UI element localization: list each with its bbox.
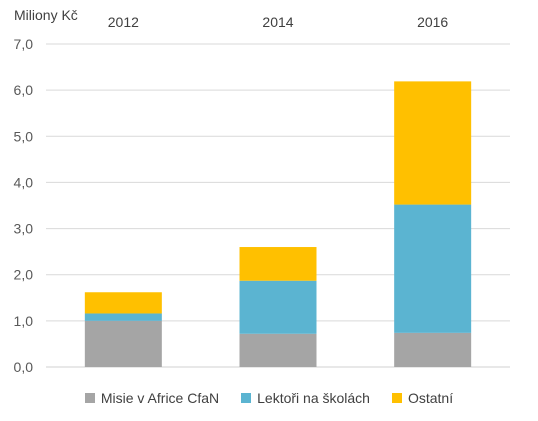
bar-segment-ostatni-2012 <box>84 292 162 314</box>
legend: Misie v Africe CfaN Lektoři na školách O… <box>0 388 538 408</box>
y-axis-ticks: 0,0 1,0 2,0 3,0 4,0 5,0 6,0 7,0 <box>14 36 34 375</box>
y-tick-label: 3,0 <box>14 221 34 237</box>
category-label: 2016 <box>417 14 448 30</box>
legend-swatch-lektori <box>241 393 252 403</box>
bars <box>84 81 472 367</box>
y-axis-unit-label: Miliony Kč <box>14 7 78 23</box>
y-tick-label: 0,0 <box>14 359 34 375</box>
y-tick-label: 6,0 <box>14 82 34 98</box>
category-labels: 2012 2014 2016 <box>108 14 449 30</box>
bar-segment-ostatni-2016 <box>394 81 472 205</box>
legend-item-misie: Misie v Africe CfaN <box>84 390 220 406</box>
y-tick-label: 2,0 <box>14 267 34 283</box>
legend-item-lektori: Lektoři na školách <box>241 390 370 406</box>
legend-item-ostatni: Ostatní <box>391 390 454 406</box>
bar-segment-misie-2012 <box>84 320 162 367</box>
legend-swatch-ostatni <box>391 393 402 403</box>
bar-segment-lektori-2014 <box>239 280 317 334</box>
legend-label-misie: Misie v Africe CfaN <box>100 390 220 406</box>
bar-segment-misie-2016 <box>394 332 472 367</box>
y-tick-label: 7,0 <box>14 36 34 52</box>
legend-swatch-misie <box>84 393 95 403</box>
category-label: 2014 <box>262 14 293 30</box>
y-tick-label: 4,0 <box>14 174 34 190</box>
bar-segment-ostatni-2014 <box>239 247 317 281</box>
bar-segment-lektori-2016 <box>394 204 472 333</box>
legend-label-ostatni: Ostatní <box>407 390 454 406</box>
category-label: 2012 <box>108 14 139 30</box>
legend-label-lektori: Lektoři na školách <box>257 390 370 406</box>
y-tick-label: 1,0 <box>14 313 34 329</box>
bar-segment-misie-2014 <box>239 333 317 367</box>
y-tick-label: 5,0 <box>14 128 34 144</box>
bar-segment-lektori-2012 <box>84 313 162 321</box>
